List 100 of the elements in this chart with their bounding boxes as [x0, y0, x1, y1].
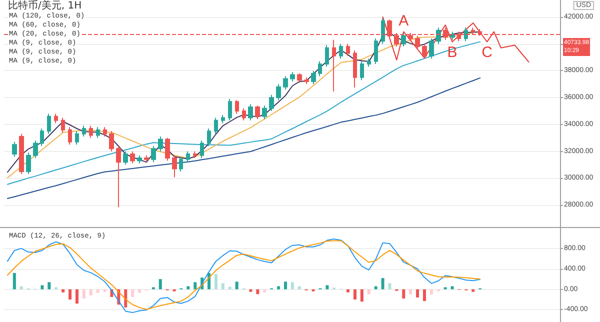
bar [75, 289, 78, 304]
candlestick [200, 140, 204, 159]
candlestick [207, 128, 211, 146]
candlestick [19, 133, 24, 175]
bar [82, 289, 86, 298]
bar [12, 272, 16, 290]
bar [416, 289, 420, 298]
bar [186, 286, 190, 290]
bar [353, 289, 356, 300]
line-series [382, 16, 530, 62]
candlestick [262, 105, 267, 120]
candlestick [381, 18, 385, 44]
candlestick [116, 145, 121, 208]
candlestick [82, 125, 86, 138]
candlestick [283, 76, 288, 90]
candlestick [367, 58, 371, 68]
candlestick [89, 125, 93, 138]
bar [62, 289, 65, 292]
bar [89, 289, 92, 296]
bar [360, 289, 364, 302]
bar [249, 289, 252, 292]
candlestick [221, 114, 225, 124]
candlestick [158, 136, 163, 152]
candlestick [346, 43, 350, 56]
candlestick [304, 76, 309, 85]
candlestick [401, 32, 406, 47]
bar [221, 283, 224, 290]
bar [450, 286, 454, 290]
candlestick [339, 43, 343, 60]
bar [48, 282, 51, 290]
candlestick [325, 44, 329, 68]
candlestick [248, 104, 253, 121]
candlestick [75, 130, 79, 146]
bar [277, 286, 280, 290]
bar [388, 283, 392, 290]
data-label: C [482, 44, 493, 61]
candlestick [436, 27, 441, 44]
candlestick [186, 150, 190, 163]
bar [290, 282, 294, 290]
line-series [6, 77, 481, 200]
candlestick [144, 154, 149, 163]
bar [20, 286, 23, 290]
candlestick [165, 137, 170, 162]
bar [326, 285, 329, 290]
bar [263, 289, 266, 292]
candlestick [276, 84, 281, 101]
bar [235, 282, 238, 290]
candlestick [228, 98, 232, 121]
bar [131, 289, 134, 297]
candlestick [54, 113, 58, 124]
candlestick [353, 50, 357, 88]
bar [381, 278, 384, 290]
candlestick [172, 154, 177, 178]
candlestick [269, 94, 274, 112]
bar [284, 282, 287, 290]
candlestick [151, 145, 156, 163]
candlestick [61, 117, 65, 134]
bar [298, 286, 301, 290]
bar [472, 289, 475, 292]
candlestick [68, 126, 72, 146]
candlestick [193, 150, 197, 159]
candlestick [26, 152, 31, 175]
bar [158, 279, 162, 290]
data-label: A [398, 12, 409, 30]
bar [194, 282, 197, 290]
candlestick [422, 43, 427, 60]
candlestick [360, 60, 364, 81]
candlestick [179, 156, 183, 172]
bar [103, 289, 106, 292]
candlestick [130, 150, 135, 164]
candlestick [109, 130, 114, 152]
chart-title: 比特币/美元, 1H [8, 0, 82, 12]
candlestick [429, 38, 434, 60]
bar [228, 286, 232, 290]
candlestick [123, 150, 128, 166]
bar [430, 289, 433, 294]
bar [68, 289, 72, 300]
candlestick [96, 126, 100, 138]
candlestick [12, 141, 17, 158]
bar [346, 289, 350, 292]
candlestick [311, 70, 316, 85]
bar [367, 289, 370, 294]
candlestick [214, 117, 218, 134]
candlestick [297, 72, 302, 84]
candlestick [332, 39, 336, 92]
bar [40, 285, 44, 290]
candlestick [318, 60, 322, 77]
candlestick [374, 38, 378, 64]
bar [214, 274, 218, 290]
bar [124, 289, 128, 308]
candlestick [415, 35, 420, 50]
candlestick [290, 72, 295, 82]
bar [138, 289, 142, 293]
candlestick [450, 31, 455, 40]
candlestick [137, 154, 142, 164]
bar [374, 286, 378, 290]
candlestick [47, 113, 51, 134]
candlestick [235, 100, 239, 114]
candlestick [33, 140, 38, 159]
candlestick [103, 126, 107, 138]
